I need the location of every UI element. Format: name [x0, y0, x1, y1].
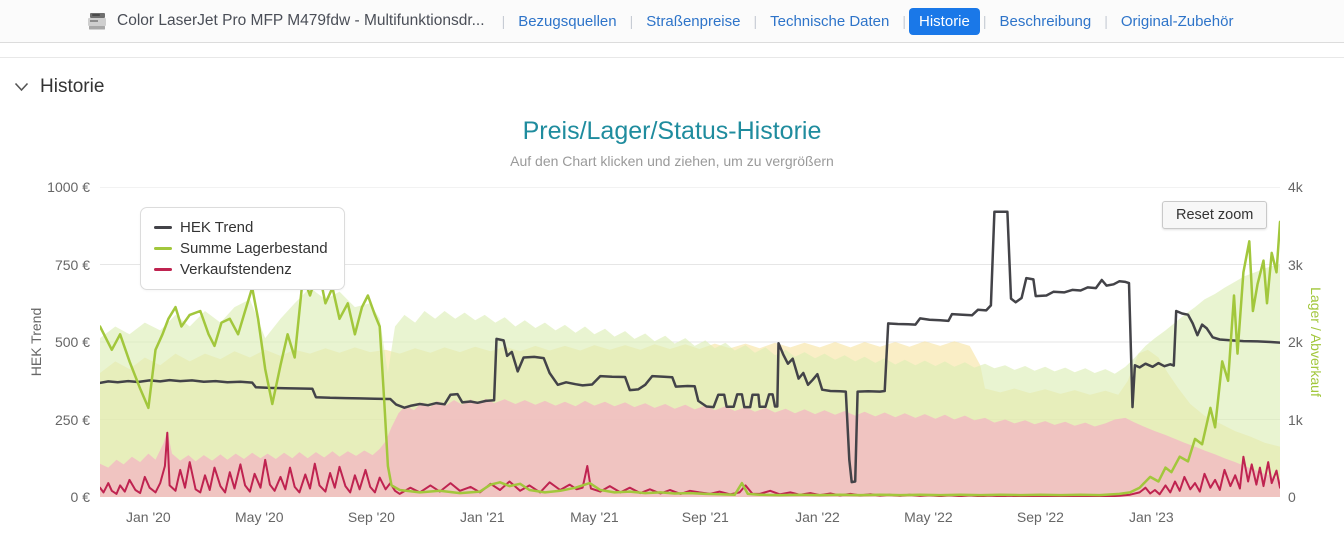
y-left-tick-label: 0 €	[70, 489, 90, 505]
tab-original-zubehoer[interactable]: Original-Zubehör	[1120, 12, 1234, 30]
x-tick-label: Sep '20	[347, 509, 395, 525]
x-tick-label: Jan '22	[795, 509, 840, 525]
tab-separator: |	[753, 13, 758, 29]
printer-thumbnail-icon	[86, 12, 108, 31]
chart-subtitle: Auf den Chart klicken und ziehen, um zu …	[510, 153, 834, 169]
series-status-area-pink	[100, 398, 1280, 497]
x-tick-label: May '20	[235, 509, 284, 525]
legend-label: Verkaufstendenz	[180, 261, 292, 278]
divider	[0, 57, 1344, 58]
legend-label: Summe Lagerbestand	[180, 240, 328, 257]
tab-beschreibung[interactable]: Beschreibung	[999, 12, 1092, 30]
chart-legend: HEK Trend Summe Lagerbestand Verkaufsten…	[140, 207, 345, 290]
x-tick-label: May '22	[904, 509, 953, 525]
legend-label: HEK Trend	[180, 219, 254, 236]
series-verkaufstendenz	[99, 431, 1281, 498]
tab-separator: |	[982, 13, 987, 29]
legend-marker-summe-lagerbestand	[154, 247, 172, 250]
legend-item-verkaufstendenz[interactable]: Verkaufstendenz	[154, 259, 328, 280]
tab-separator: |	[629, 13, 634, 29]
legend-marker-verkaufstendenz	[154, 268, 172, 271]
x-tick-label: Jan '23	[1129, 509, 1174, 525]
tab-historie[interactable]: Historie	[909, 7, 980, 35]
chart-title: Preis/Lager/Status-Historie	[522, 117, 822, 145]
y-right-tick-label: 0	[1288, 489, 1296, 505]
product-title: Color LaserJet Pro MFP M479fdw - Multifu…	[117, 12, 485, 29]
y-right-tick-label: 4k	[1288, 179, 1303, 195]
x-tick-label: Sep '22	[1016, 509, 1064, 525]
legend-item-summe-lagerbestand[interactable]: Summe Lagerbestand	[154, 238, 328, 259]
top-bar: Color LaserJet Pro MFP M479fdw - Multifu…	[0, 0, 1344, 43]
reset-zoom-button[interactable]: Reset zoom	[1162, 201, 1268, 229]
y-left-tick-label: 250 €	[54, 411, 90, 428]
product-header: Color LaserJet Pro MFP M479fdw - Multifu…	[86, 12, 485, 31]
tab-separator: |	[1104, 13, 1108, 29]
y-left-tick-label: 750 €	[54, 256, 90, 273]
x-tick-label: Jan '21	[459, 509, 505, 525]
x-tick-label: Sep '21	[681, 509, 729, 525]
y-right-tick-label: 3k	[1288, 256, 1303, 273]
tab-technische-daten[interactable]: Technische Daten	[770, 12, 890, 30]
y-right-tick-label: 2k	[1288, 334, 1303, 350]
section-title: Historie	[40, 76, 105, 97]
y-right-tick-label: 1k	[1288, 411, 1303, 428]
y-left-tick-label: 500 €	[54, 334, 90, 350]
tab-strassenpreise[interactable]: Straßenpreise	[646, 12, 741, 30]
nav-tabs: | Bezugsquellen | Straßenpreise | Techni…	[499, 7, 1244, 35]
tab-separator: |	[501, 13, 506, 29]
legend-marker-hek-trend	[154, 226, 172, 229]
tab-separator: |	[902, 13, 907, 29]
chart-plot-area[interactable]	[98, 186, 1282, 498]
x-tick-label: Jan '20	[126, 509, 171, 525]
tab-bezugsquellen[interactable]: Bezugsquellen	[518, 12, 617, 30]
x-tick-label: May '21	[570, 509, 619, 525]
y-left-tick-label: 1000 €	[47, 179, 90, 195]
chevron-down-icon	[14, 82, 29, 92]
series-hek-trend	[98, 210, 1282, 484]
legend-item-hek-trend[interactable]: HEK Trend	[154, 217, 328, 238]
series-summe-lagerbestand	[98, 220, 1282, 497]
section-header-historie[interactable]: Historie	[14, 76, 104, 98]
